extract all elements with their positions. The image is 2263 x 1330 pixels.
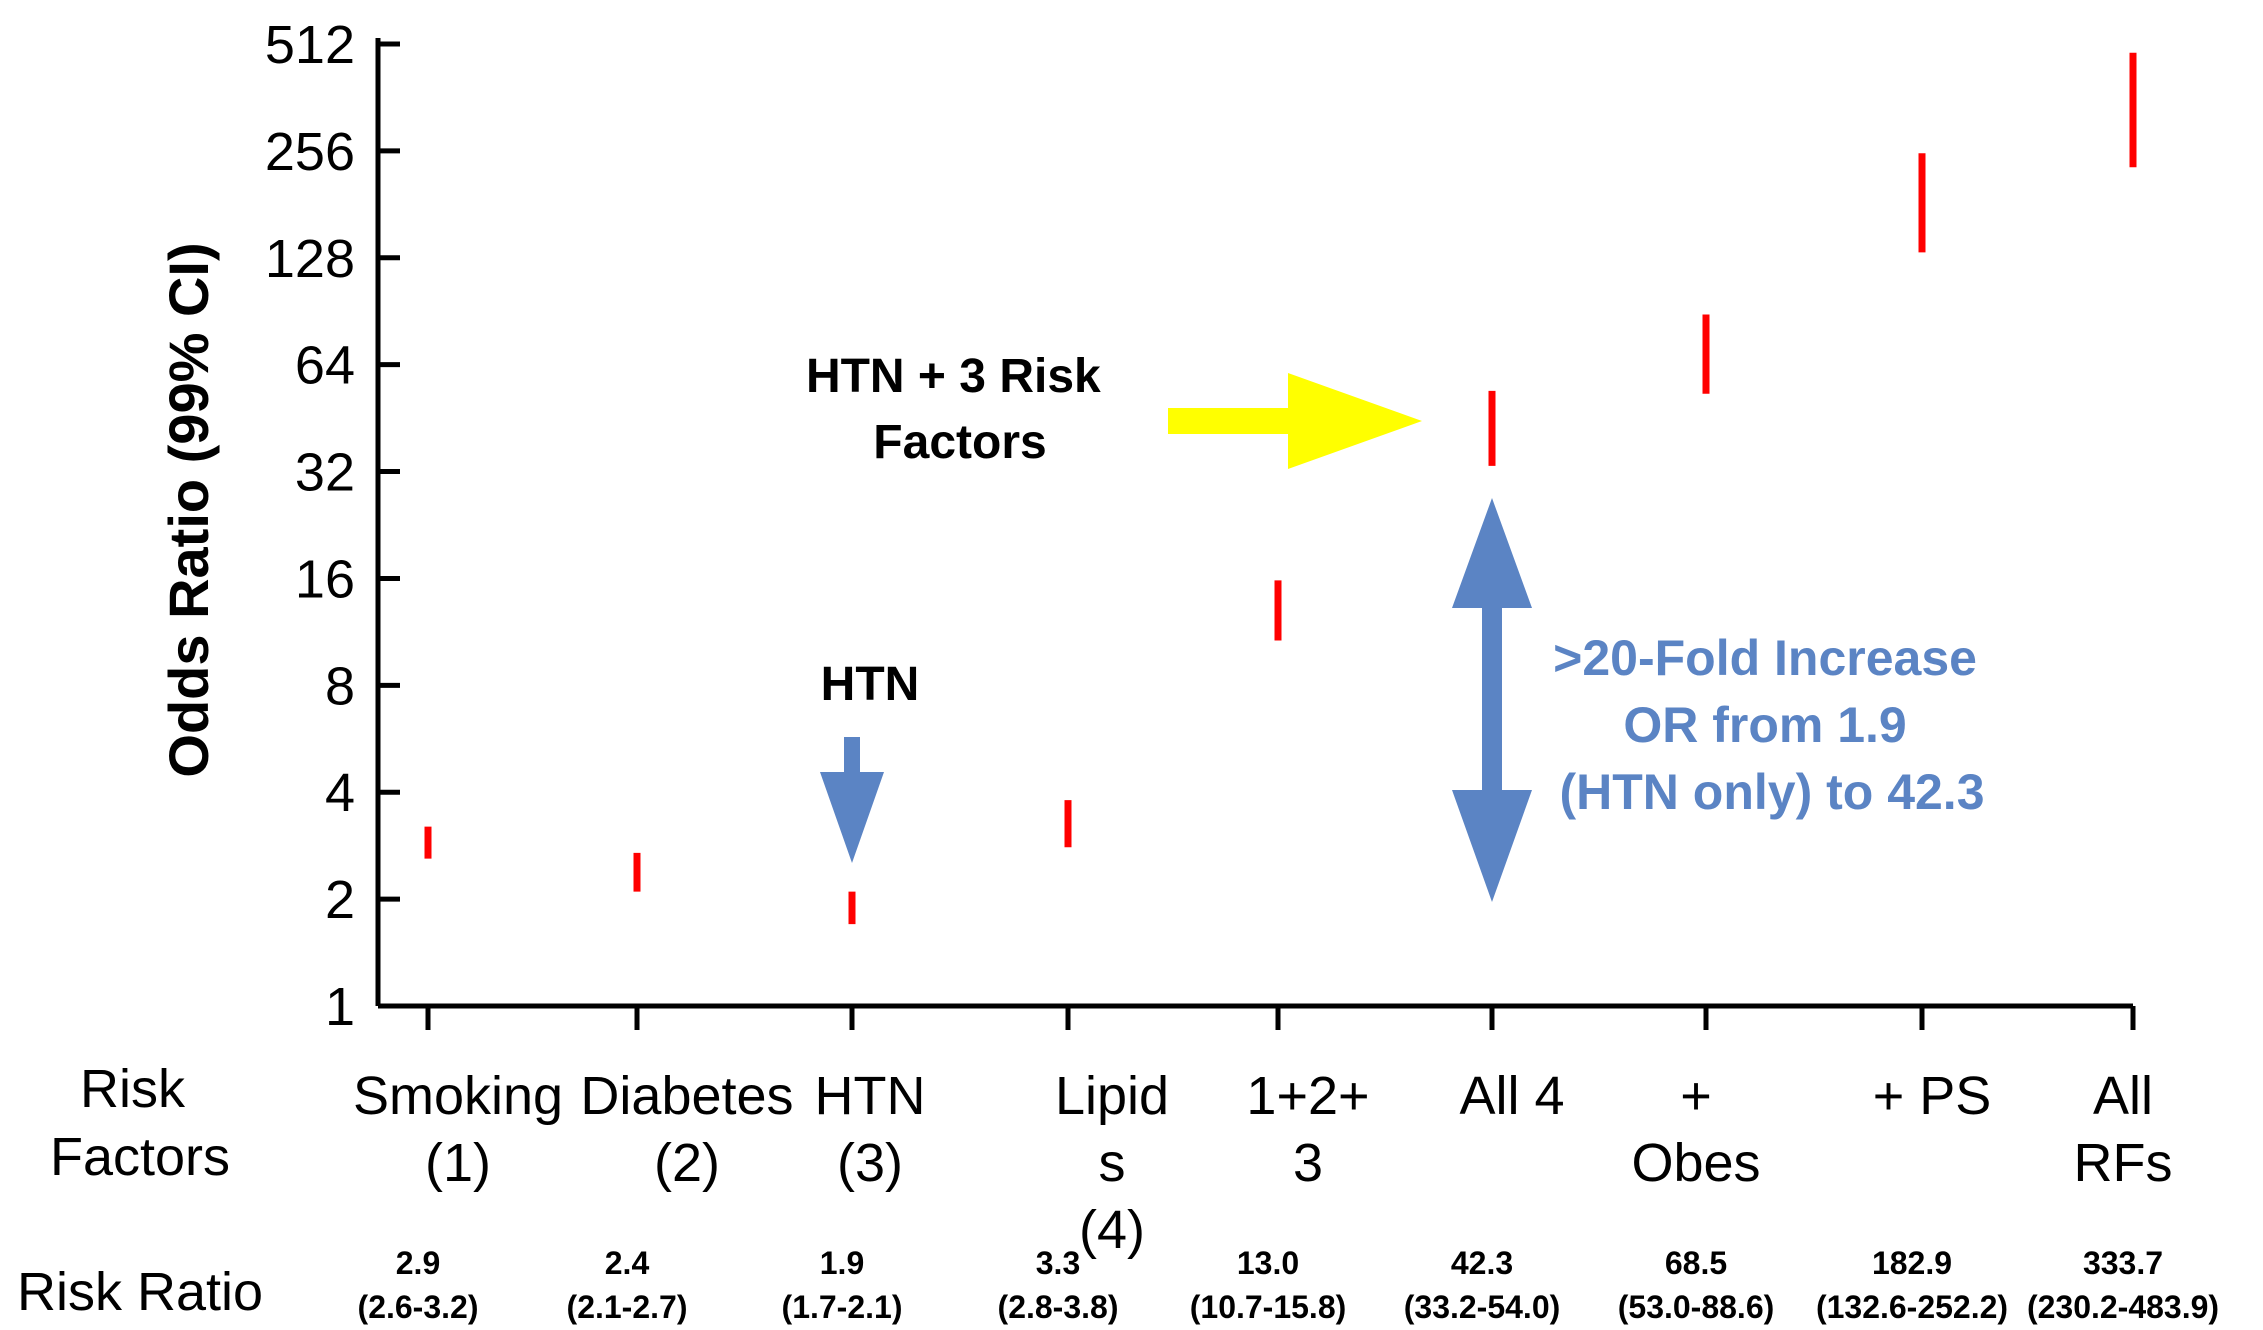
htn-annotation: HTN [821,658,920,711]
category-label: 1+2+ 3 [1246,1066,1369,1193]
risk-ratio-value: 13.0 [1237,1245,1299,1281]
blue-down-arrow [820,737,884,863]
risk-ratio-ci: (33.2-54.0) [1404,1289,1561,1325]
y-tick-label: 2 [325,870,355,930]
y-tick-label: 512 [265,15,355,75]
risk-ratio-ci: (53.0-88.6) [1618,1289,1775,1325]
x-ticks [425,1006,2136,1030]
risk-ratio-value: 42.3 [1451,1245,1513,1281]
category-labels: Smoking (1)Diabetes (2)HTN (3) Lipid s (4) 1+2+… [353,1066,2173,1260]
risk-ratio-value: 182.9 [1872,1245,1952,1281]
risk-ratio-row-label: Risk Ratio [17,1262,263,1322]
y-ticks: 1 2 4 8 16 32 64 128 256 512 [265,15,400,1037]
y-tick-label: 128 [265,229,355,289]
risk-ratio-value: 3.3 [1036,1245,1080,1281]
category-label: + PS [1873,1066,1992,1126]
risk-ratio-value: 333.7 [2083,1245,2163,1281]
category-label: HTN (3) [815,1066,926,1193]
risk-ratio-labels: 2.9 (2.6-3.2) 2.4 (2.1-2.7) 1.9 (1.7-2.1) 3.3 (… [358,1245,2220,1325]
risk-ratio-ci: (2.8-3.8) [998,1289,1119,1325]
category-label: All RFs [2074,1066,2173,1193]
y-tick-label: 1 [325,977,355,1037]
category-label: Lipid s (4) [1055,1066,1169,1260]
fold-increase-annotation: >20-Fold Increase OR from 1.9 (HTN only)… [1553,630,1991,820]
category-label: Smoking (1) [353,1066,563,1193]
risk-ratio-value: 68.5 [1665,1245,1727,1281]
risk-ratio-ci: (10.7-15.8) [1190,1289,1347,1325]
axes [375,38,2133,1009]
y-tick-label: 8 [325,656,355,716]
risk-ratio-ci: (2.1-2.7) [567,1289,688,1325]
category-label: All 4 [1459,1066,1564,1126]
category-label: + Obes [1631,1066,1760,1193]
y-tick-label: 32 [295,443,355,503]
risk-ratio-value: 2.9 [396,1245,440,1281]
y-tick-label: 256 [265,122,355,182]
y-axis-label: Odds Ratio (99% CI) [157,242,220,777]
risk-ratio-ci: (132.6-252.2) [1816,1289,2008,1325]
risk-factors-row-label: Risk Factors [50,1059,230,1187]
y-tick-label: 16 [295,549,355,609]
y-tick-label: 4 [325,763,355,823]
ci-bars [424,52,2137,925]
blue-double-arrow [1452,498,1532,902]
risk-ratio-ci: (2.6-3.2) [358,1289,479,1325]
htn-plus-annotation: HTN + 3 Risk Factors [806,350,1114,469]
risk-ratio-value: 1.9 [820,1245,864,1281]
risk-ratio-ci: (230.2-483.9) [2027,1289,2219,1325]
risk-ratio-ci: (1.7-2.1) [782,1289,903,1325]
category-label: Diabetes (2) [580,1066,793,1193]
risk-ratio-value: 2.4 [605,1245,650,1281]
yellow-arrow [1168,373,1422,469]
y-tick-label: 64 [295,336,355,396]
